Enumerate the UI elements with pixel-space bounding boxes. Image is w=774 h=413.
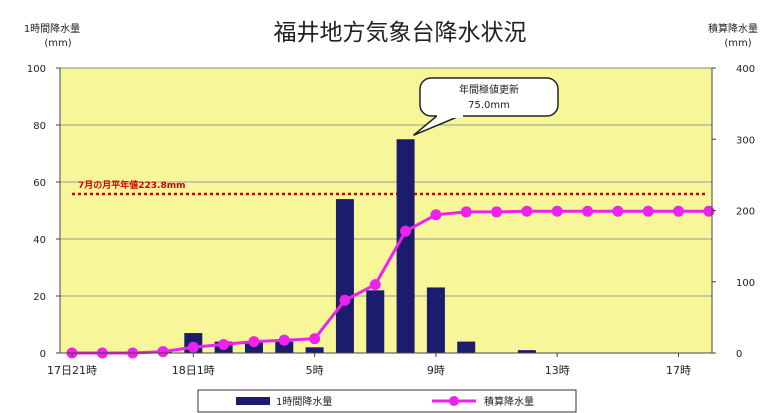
cumulative-point <box>339 294 351 306</box>
legend-line-label: 積算降水量 <box>484 395 534 408</box>
x-tick-label: 9時 <box>427 364 445 377</box>
cumulative-point <box>703 205 715 217</box>
left-tick-label: 80 <box>33 121 46 132</box>
cumulative-point <box>157 346 169 358</box>
cumulative-point <box>551 205 563 217</box>
callout-line2: 75.0mm <box>468 100 510 111</box>
cumulative-point <box>369 279 381 291</box>
cumulative-point <box>673 205 685 217</box>
chart-title: 福井地方気象台降水状況 <box>274 20 527 46</box>
bar <box>426 287 445 353</box>
bar <box>457 341 476 353</box>
bar <box>366 290 385 353</box>
cumulative-point <box>460 206 472 218</box>
left-axis-title: 1時間降水量 <box>24 22 80 35</box>
left-tick-label: 100 <box>27 64 46 75</box>
axes: 0 20 40 60 80 100 0 100 200 300 400 17日21時 18日1時 5時 9時… <box>27 64 755 377</box>
bar <box>396 139 415 353</box>
bar <box>275 341 294 353</box>
reference-line-group: 7月の月平年値223.8mm <box>72 179 706 196</box>
cumulative-point <box>278 334 290 346</box>
bar <box>517 350 536 353</box>
annotation-callout: 年間極値更新 75.0mm <box>413 77 559 136</box>
cumulative-point <box>430 209 442 221</box>
legend-bar-swatch <box>236 397 270 405</box>
cumulative-point <box>187 341 199 353</box>
cumulative-point <box>642 205 654 217</box>
callout-gap <box>437 113 463 118</box>
left-tick-label: 20 <box>33 292 46 303</box>
right-tick-label: 400 <box>736 64 755 75</box>
cumulative-point <box>521 205 533 217</box>
cumulative-line <box>72 209 709 355</box>
callout-pointer <box>413 114 463 136</box>
cumulative-point <box>612 205 624 217</box>
x-tick-label: 17日21時 <box>47 364 97 377</box>
cumulative-point <box>400 225 412 237</box>
legend-line-marker <box>449 396 459 406</box>
bar <box>335 199 354 353</box>
legend-box <box>197 389 577 413</box>
left-tick-label: 0 <box>40 349 46 360</box>
bar <box>305 347 324 353</box>
bar <box>244 341 263 353</box>
cumulative-point <box>309 333 321 345</box>
cumulative-point <box>582 205 594 217</box>
reference-label: 7月の月平年値223.8mm <box>78 179 186 191</box>
right-tick-label: 0 <box>736 349 742 360</box>
line-series <box>66 205 715 359</box>
legend-bar-label: 1時間降水量 <box>276 395 332 408</box>
right-tick-label: 100 <box>736 278 755 289</box>
right-axis-unit: (mm) <box>724 38 751 49</box>
gridlines <box>60 124 712 297</box>
x-tick-label: 18日1時 <box>172 364 215 377</box>
left-tick-label: 60 <box>33 178 46 189</box>
left-axis-unit: (mm) <box>44 38 71 49</box>
x-tick-label: 5時 <box>306 364 324 377</box>
callout-box <box>419 77 559 117</box>
x-tick-label: 17時 <box>666 364 691 377</box>
cumulative-point <box>491 206 503 218</box>
right-tick-label: 300 <box>736 135 755 146</box>
right-tick-label: 200 <box>736 207 755 218</box>
legend: 1時間降水量 積算降水量 <box>197 389 577 413</box>
cumulative-point <box>248 336 260 348</box>
cumulative-point <box>218 338 230 350</box>
x-tick-label: 13時 <box>545 364 570 377</box>
callout-line1: 年間極値更新 <box>459 83 519 96</box>
left-tick-label: 40 <box>33 235 46 246</box>
right-axis-title: 積算降水量 <box>708 22 758 35</box>
